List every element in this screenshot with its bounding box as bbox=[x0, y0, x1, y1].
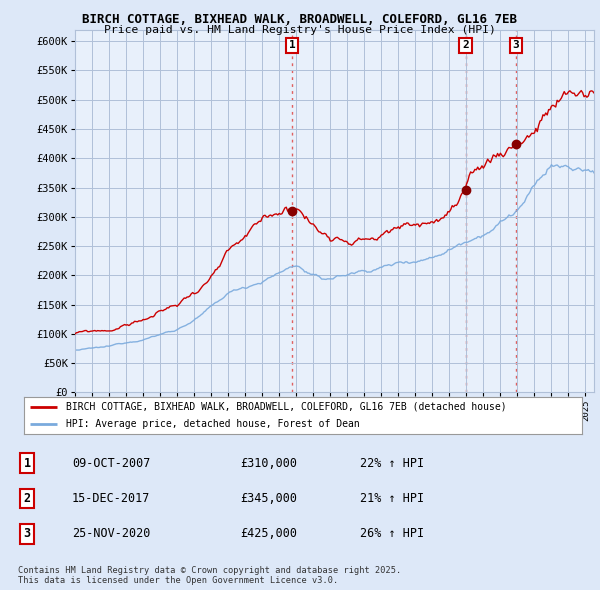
Text: 25-NOV-2020: 25-NOV-2020 bbox=[72, 527, 151, 540]
Text: 1: 1 bbox=[289, 40, 296, 50]
Text: £425,000: £425,000 bbox=[240, 527, 297, 540]
Text: 26% ↑ HPI: 26% ↑ HPI bbox=[360, 527, 424, 540]
Text: BIRCH COTTAGE, BIXHEAD WALK, BROADWELL, COLEFORD, GL16 7EB (detached house): BIRCH COTTAGE, BIXHEAD WALK, BROADWELL, … bbox=[66, 402, 506, 412]
Text: 3: 3 bbox=[23, 527, 31, 540]
Text: Price paid vs. HM Land Registry's House Price Index (HPI): Price paid vs. HM Land Registry's House … bbox=[104, 25, 496, 35]
Text: HPI: Average price, detached house, Forest of Dean: HPI: Average price, detached house, Fore… bbox=[66, 419, 359, 429]
Text: 2: 2 bbox=[462, 40, 469, 50]
Text: 1: 1 bbox=[23, 457, 31, 470]
Text: 22% ↑ HPI: 22% ↑ HPI bbox=[360, 457, 424, 470]
Text: 15-DEC-2017: 15-DEC-2017 bbox=[72, 492, 151, 505]
Text: £345,000: £345,000 bbox=[240, 492, 297, 505]
Text: BIRCH COTTAGE, BIXHEAD WALK, BROADWELL, COLEFORD, GL16 7EB: BIRCH COTTAGE, BIXHEAD WALK, BROADWELL, … bbox=[83, 13, 517, 26]
Text: 3: 3 bbox=[512, 40, 519, 50]
Text: 2: 2 bbox=[23, 492, 31, 505]
Text: Contains HM Land Registry data © Crown copyright and database right 2025.
This d: Contains HM Land Registry data © Crown c… bbox=[18, 566, 401, 585]
Text: 21% ↑ HPI: 21% ↑ HPI bbox=[360, 492, 424, 505]
Text: 09-OCT-2007: 09-OCT-2007 bbox=[72, 457, 151, 470]
Text: £310,000: £310,000 bbox=[240, 457, 297, 470]
